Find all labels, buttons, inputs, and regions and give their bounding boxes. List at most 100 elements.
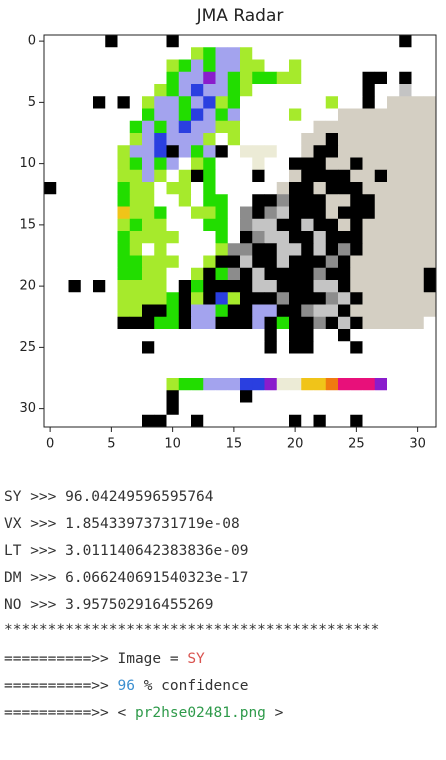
pixel <box>240 403 253 416</box>
pixel <box>252 268 265 281</box>
pixel <box>203 243 216 256</box>
pixel <box>314 280 327 293</box>
pixel <box>118 231 131 244</box>
pixel <box>399 182 412 195</box>
pixel <box>228 329 241 342</box>
pixel <box>105 415 118 428</box>
pixel <box>265 403 278 416</box>
pixel <box>277 354 290 367</box>
pixel <box>252 415 265 428</box>
pixel <box>81 207 94 220</box>
pixel <box>252 378 265 391</box>
pixel <box>93 121 106 134</box>
pixel <box>375 84 388 97</box>
pixel <box>338 121 351 134</box>
pixel <box>399 60 412 73</box>
pixel <box>228 378 241 391</box>
pixel <box>338 366 351 379</box>
pixel <box>93 219 106 232</box>
pixel <box>326 329 339 342</box>
pixel <box>387 194 400 207</box>
pixel <box>179 145 192 158</box>
pixel <box>154 292 167 305</box>
pixel <box>44 84 57 97</box>
pixel <box>69 170 82 183</box>
output-text: LT >>> 3.011140642383836e-09 <box>4 543 248 559</box>
pixel <box>252 84 265 97</box>
pixel <box>142 354 155 367</box>
pixel <box>314 96 327 109</box>
pixel <box>118 194 131 207</box>
pixel <box>69 121 82 134</box>
pixel <box>216 280 229 293</box>
pixel <box>338 292 351 305</box>
y-tick-label: 20 <box>19 279 36 294</box>
pixel <box>105 268 118 281</box>
pixel <box>387 84 400 97</box>
pixel <box>252 207 265 220</box>
pixel <box>350 305 363 318</box>
pixel <box>130 96 143 109</box>
pixel <box>154 170 167 183</box>
pixel <box>93 366 106 379</box>
pixel <box>56 72 69 85</box>
pixel <box>277 243 290 256</box>
pixel <box>338 354 351 367</box>
pixel <box>399 121 412 134</box>
output-text: > <box>266 705 283 721</box>
pixel <box>216 133 229 146</box>
pixel <box>375 341 388 354</box>
pixel <box>93 305 106 318</box>
pixel <box>191 84 204 97</box>
pixel <box>363 231 376 244</box>
pixel <box>154 280 167 293</box>
pixel <box>81 219 94 232</box>
pixel <box>412 366 425 379</box>
pixel <box>69 133 82 146</box>
pixel <box>228 415 241 428</box>
pixel <box>301 403 314 416</box>
pixel <box>387 145 400 158</box>
pixel <box>81 47 94 60</box>
pixel <box>203 219 216 232</box>
pixel <box>216 158 229 171</box>
pixel <box>252 219 265 232</box>
pixel <box>301 341 314 354</box>
pixel <box>142 133 155 146</box>
pixel <box>375 182 388 195</box>
pixel <box>105 84 118 97</box>
pixel <box>56 256 69 269</box>
pixel <box>167 378 180 391</box>
pixel <box>363 96 376 109</box>
pixel <box>265 145 278 158</box>
pixel <box>105 35 118 48</box>
pixel <box>399 378 412 391</box>
pixel <box>424 207 437 220</box>
pixel <box>277 280 290 293</box>
pixel <box>69 366 82 379</box>
pixel <box>301 121 314 134</box>
pixel <box>265 96 278 109</box>
pixel <box>216 378 229 391</box>
pixel <box>167 84 180 97</box>
pixel <box>240 280 253 293</box>
pixel <box>314 317 327 330</box>
pixel <box>314 231 327 244</box>
pixel <box>118 207 131 220</box>
pixel <box>130 133 143 146</box>
pixel <box>179 378 192 391</box>
pixel <box>424 158 437 171</box>
pixel <box>130 72 143 85</box>
pixel <box>363 415 376 428</box>
pixel <box>301 60 314 73</box>
pixel <box>105 354 118 367</box>
pixel <box>142 329 155 342</box>
pixel <box>93 194 106 207</box>
pixel <box>203 231 216 244</box>
pixel <box>142 35 155 48</box>
pixel <box>363 84 376 97</box>
pixel <box>363 317 376 330</box>
pixel <box>424 292 437 305</box>
pixel <box>252 390 265 403</box>
pixel <box>326 256 339 269</box>
